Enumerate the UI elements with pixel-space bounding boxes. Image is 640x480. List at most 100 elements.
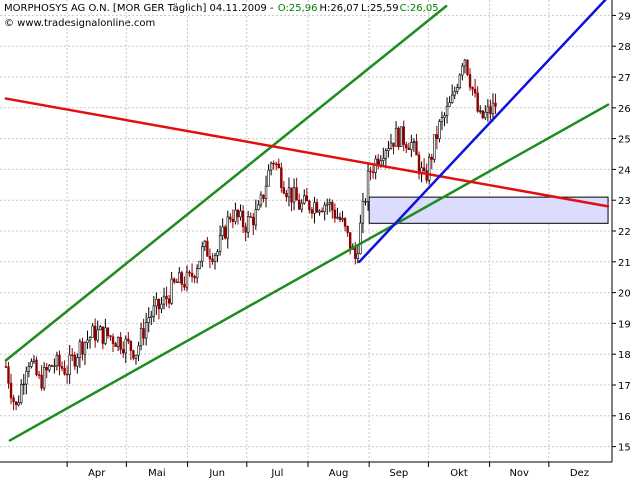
candle-body [405,144,408,149]
candle-body [486,106,490,113]
candle-body [111,336,115,344]
candle-body [53,365,56,367]
candle-body [134,354,138,359]
candle-body [231,218,235,222]
candle-body [185,271,189,288]
trend-line-blue [358,0,607,264]
candle-body [234,209,237,222]
x-tick-label: Apr [88,468,106,479]
candle-body [116,336,120,347]
candle-body [252,216,255,226]
candle-body [277,163,280,169]
candle-body [229,216,232,220]
candle-body [282,187,286,194]
candle-body [389,142,393,149]
candle-body [165,295,168,300]
y-axis: 15 16 17 18 19 20 21 22 23 24 25 26 27 28 29 [612,11,631,454]
candle-body [410,142,413,150]
candle-body [152,305,156,317]
candle-body [466,59,469,75]
y-tick-label: 23 [618,196,631,207]
candle-body [42,367,46,389]
y-tick-label: 26 [618,104,631,115]
candle-body [178,272,181,283]
candle-body [206,240,209,257]
candle-body [310,209,314,214]
candle-body [264,185,268,199]
header-close: C:26,05 [399,3,439,14]
candle-body [58,354,61,367]
candle-body [35,359,38,376]
candle-body [122,349,125,354]
candle-body [224,226,227,239]
x-tick-label: Aug [329,468,349,479]
candle-body [211,258,214,262]
candle-body [106,327,110,337]
candle-body [481,110,484,119]
candle-body [45,367,48,371]
candle-body [356,253,360,259]
candle-body [20,384,23,403]
candle-body [104,327,107,344]
candle-body [4,366,8,368]
candle-body [254,209,258,226]
candle-body [425,170,428,181]
candle-body [338,216,342,221]
candle-body [361,201,365,224]
candle-body [287,187,291,198]
candle-body [241,210,245,228]
candle-body [14,401,18,406]
candle-body [341,218,344,221]
candle-body [348,232,352,250]
candle-body [157,298,161,310]
candle-body [323,204,326,212]
candle-body [249,216,252,218]
candle-body [195,268,199,279]
candle-body [445,106,449,116]
candle-body [285,192,288,198]
x-tick-label: Sep [389,468,408,479]
candle-body [450,94,454,103]
candle-body [346,226,349,233]
candle-body [397,127,400,148]
trend-line-red [4,97,610,208]
candle-body [30,361,33,367]
candle-body [25,370,28,385]
y-tick-label: 19 [618,319,631,330]
candle-body [167,298,171,304]
candle-body [315,202,319,213]
candle-body [366,170,370,202]
candle-body [491,102,495,115]
candle-body [119,336,122,350]
candle-body [180,272,184,285]
candle-body [218,235,222,252]
chart-source: © www.tradesignalonline.com [4,18,156,29]
trend-line-green [4,4,448,362]
candle-body [147,317,150,323]
candle-body [129,340,133,351]
x-tick-label: Jul [270,468,283,479]
candle-body [142,328,145,339]
candle-body [412,141,416,143]
candle-body [55,354,59,367]
candle-body [259,194,263,206]
candle-body [109,335,112,338]
candle-body [448,102,451,107]
candle-body [463,59,467,67]
candle-body [267,169,270,187]
candle-body [144,322,148,339]
candle-body [484,111,487,119]
candle-body [453,91,456,96]
candle-body [203,240,207,247]
y-tick-label: 15 [618,443,631,454]
candle-body [9,382,13,399]
candle-body [213,255,217,262]
candle-body [65,373,69,376]
candle-body [40,374,43,389]
candle-body [170,278,173,304]
candle-body [300,202,303,210]
candle-body [198,260,201,269]
trend-lines [4,0,610,442]
candle-body [12,397,15,403]
candle-body [471,86,474,90]
